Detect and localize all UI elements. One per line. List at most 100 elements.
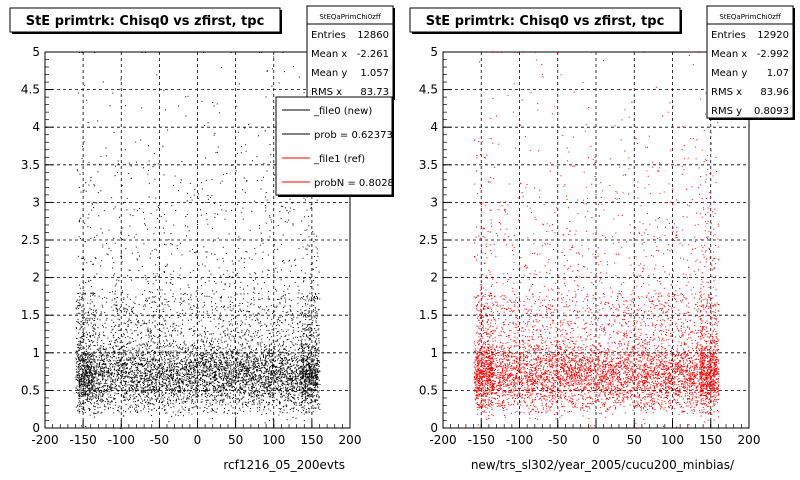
scatter-point	[180, 179, 182, 181]
scatter-point	[112, 380, 114, 382]
scatter-point	[300, 342, 302, 344]
scatter-point	[264, 383, 266, 385]
scatter-point	[313, 336, 315, 338]
scatter-point	[256, 371, 258, 373]
scatter-point	[80, 377, 82, 379]
scatter-point	[316, 371, 318, 373]
scatter-point	[233, 368, 235, 370]
scatter-point	[237, 381, 239, 382]
scatter-point	[308, 389, 310, 391]
scatter-point	[147, 363, 149, 364]
scatter-point	[122, 239, 124, 240]
scatter-point	[227, 403, 229, 405]
scatter-point	[106, 355, 108, 357]
scatter-point	[226, 352, 227, 354]
scatter-point	[147, 370, 149, 372]
scatter-point	[206, 396, 208, 398]
scatter-point	[246, 310, 248, 312]
scatter-point	[288, 354, 290, 355]
scatter-point	[84, 409, 86, 411]
scatter-point	[157, 376, 159, 378]
scatter-point	[104, 369, 106, 371]
scatter-point	[289, 285, 290, 287]
scatter-point	[291, 385, 293, 387]
scatter-point	[224, 370, 226, 372]
scatter-point	[100, 398, 102, 400]
scatter-point	[78, 302, 80, 304]
scatter-point	[229, 379, 231, 381]
scatter-point	[185, 364, 187, 366]
scatter-point	[177, 315, 179, 317]
scatter-point	[229, 276, 231, 277]
scatter-point	[298, 379, 300, 381]
scatter-point	[172, 355, 174, 357]
scatter-point	[202, 362, 204, 364]
scatter-point	[143, 323, 145, 325]
scatter-point	[113, 350, 115, 352]
scatter-point	[231, 384, 233, 386]
scatter-point	[81, 257, 83, 259]
scatter-point	[223, 355, 225, 357]
scatter-point	[271, 221, 272, 223]
scatter-point	[241, 330, 243, 332]
scatter-point	[88, 384, 90, 386]
scatter-point	[301, 330, 303, 332]
scatter-point	[115, 402, 117, 403]
scatter-point	[238, 336, 240, 338]
scatter-point	[86, 367, 88, 369]
scatter-point	[130, 370, 132, 372]
scatter-point	[290, 310, 292, 312]
scatter-point	[175, 399, 177, 401]
scatter-point	[177, 366, 179, 368]
scatter-point	[103, 326, 104, 328]
scatter-point	[300, 389, 302, 391]
scatter-point	[263, 387, 265, 389]
scatter-point	[249, 393, 251, 395]
scatter-point	[111, 306, 113, 308]
scatter-point	[205, 364, 207, 366]
scatter-point	[181, 367, 183, 369]
scatter-point	[101, 371, 103, 373]
scatter-point	[157, 390, 159, 392]
scatter-point	[252, 368, 254, 370]
scatter-point	[294, 373, 296, 375]
scatter-point	[192, 373, 194, 375]
scatter-point	[284, 336, 286, 337]
scatter-point	[100, 412, 102, 414]
scatter-point	[229, 309, 231, 311]
scatter-point	[306, 357, 308, 359]
scatter-point	[296, 317, 298, 319]
scatter-point	[203, 340, 205, 342]
scatter-point	[90, 176, 92, 178]
scatter-point	[182, 402, 184, 404]
scatter-point	[94, 293, 96, 294]
scatter-point	[185, 366, 187, 368]
scatter-point	[152, 387, 154, 389]
scatter-point	[197, 370, 199, 372]
scatter-point	[297, 327, 299, 328]
scatter-point	[310, 334, 312, 336]
scatter-point	[222, 246, 224, 248]
scatter-point	[112, 346, 114, 348]
scatter-point	[315, 321, 317, 323]
scatter-point	[135, 357, 137, 359]
scatter-point	[97, 327, 99, 329]
scatter-point	[155, 395, 156, 397]
scatter-point	[212, 356, 214, 358]
scatter-point	[286, 368, 288, 370]
scatter-point	[159, 338, 160, 340]
scatter-point	[110, 369, 112, 371]
scatter-point	[219, 182, 221, 184]
scatter-point	[266, 388, 268, 390]
scatter-point	[307, 371, 309, 372]
scatter-point	[286, 391, 288, 393]
scatter-point	[148, 380, 150, 382]
scatter-point	[182, 365, 183, 367]
scatter-point	[118, 393, 120, 395]
scatter-point	[120, 294, 122, 296]
scatter-point	[288, 373, 290, 375]
scatter-point	[171, 334, 173, 336]
scatter-point	[279, 386, 281, 387]
scatter-point	[101, 378, 103, 380]
scatter-point	[277, 381, 279, 383]
